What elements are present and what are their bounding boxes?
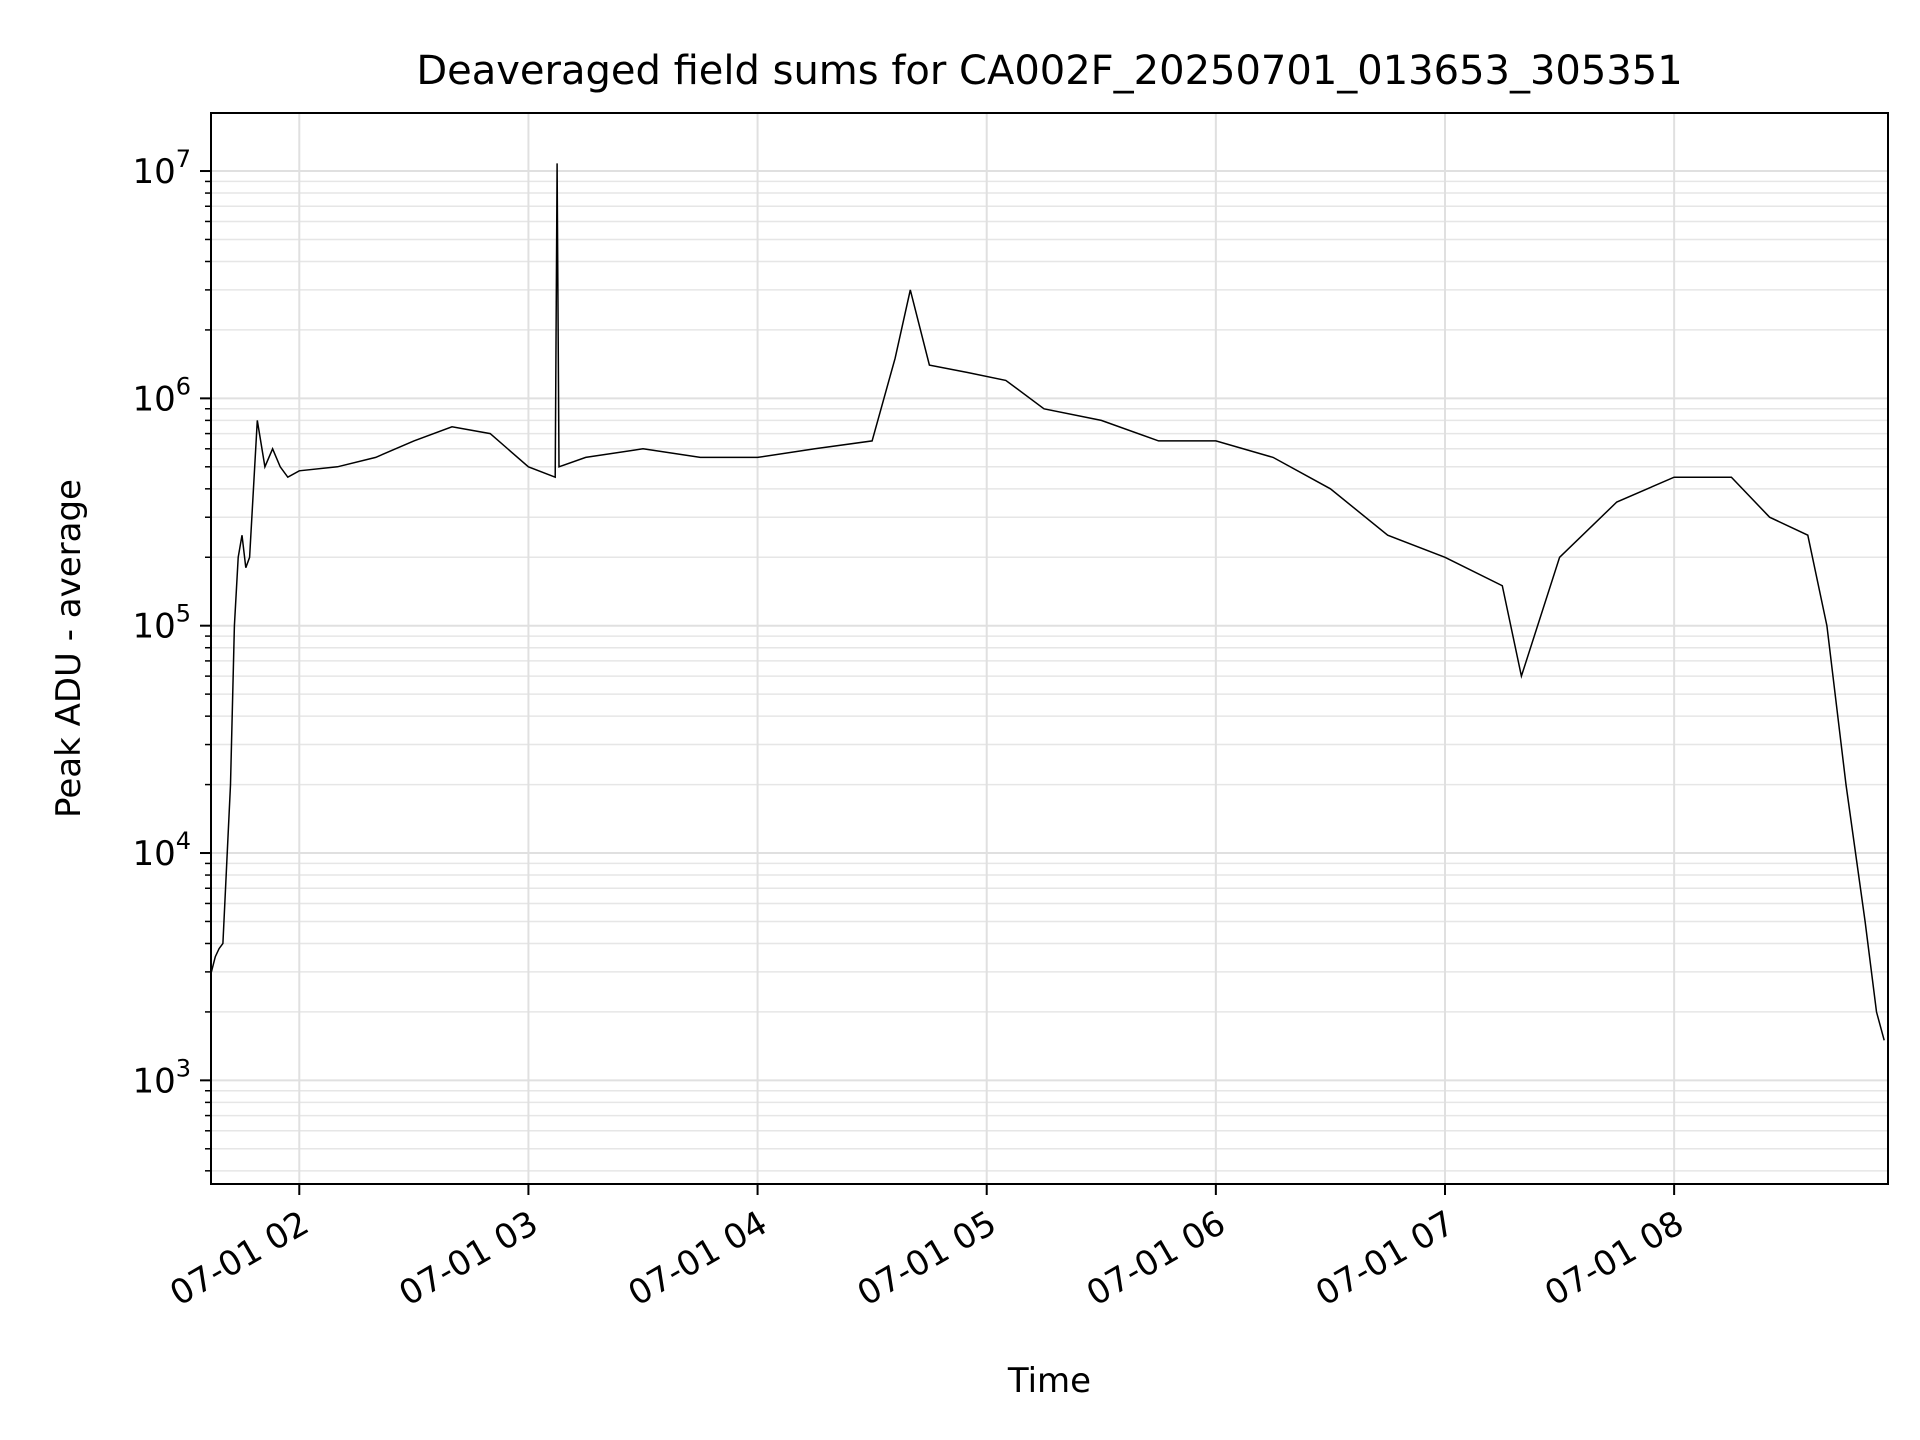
y-tick-label: 107 bbox=[132, 145, 191, 192]
grid-lines bbox=[211, 113, 1888, 1184]
y-tick-label: 106 bbox=[132, 372, 191, 419]
y-tick-label: 105 bbox=[132, 600, 191, 647]
y-tick-label: 103 bbox=[132, 1054, 191, 1101]
y-axis-label: Peak ADU - average bbox=[49, 479, 89, 818]
series-line bbox=[211, 163, 1885, 1041]
y-tick-label: 104 bbox=[132, 827, 191, 874]
plot-frame bbox=[210, 112, 1889, 1185]
series-group bbox=[211, 163, 1885, 1041]
chart-title: Deaveraged field sums for CA002F_2025070… bbox=[416, 48, 1682, 94]
x-axis-label: Time bbox=[1007, 1361, 1091, 1401]
